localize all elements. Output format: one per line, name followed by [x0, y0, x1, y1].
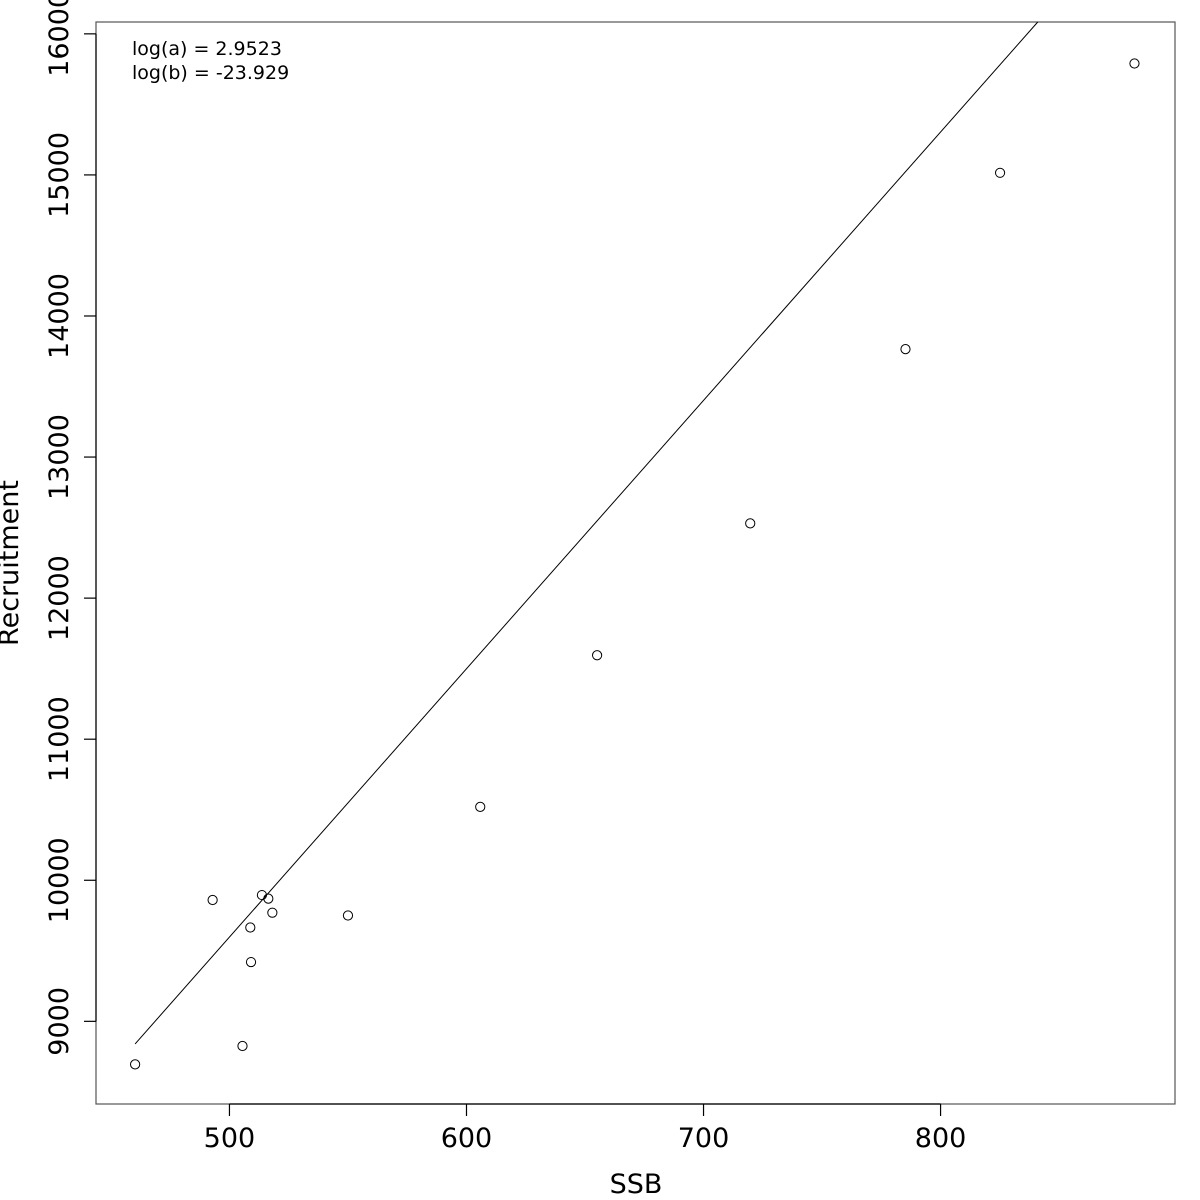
x-tick-label: 600 [441, 1123, 493, 1154]
data-point [900, 344, 911, 355]
data-point [1129, 58, 1140, 69]
y-tick-label: 12000 [44, 555, 75, 641]
data-point [245, 922, 256, 933]
data-point [994, 167, 1006, 178]
y-tick-label: 9000 [44, 987, 75, 1056]
x-tick-label: 500 [204, 1123, 256, 1154]
points-layer [130, 58, 1140, 1070]
annotation-log-b: log(b) = -23.929 [132, 62, 289, 84]
y-tick-label: 15000 [44, 132, 75, 218]
y-tick-label: 16000 [44, 0, 75, 77]
data-point [342, 910, 354, 921]
y-tick-label: 10000 [44, 837, 75, 923]
y-tick-label: 11000 [44, 696, 75, 782]
data-point [591, 650, 603, 661]
y-tick-label: 14000 [44, 273, 75, 359]
x-tick-label: 800 [915, 1123, 967, 1154]
x-axis-label: SSB [610, 1169, 663, 1200]
plot-frame [95, 21, 1176, 1105]
fit-line [134, 21, 1039, 1045]
data-point [245, 956, 257, 968]
fit-line-layer [134, 21, 1039, 1045]
y-ticks: 9000 10000 11000 12000 13000 14000 15000 16000 [44, 0, 96, 1056]
data-point [256, 889, 268, 901]
data-point [267, 907, 278, 918]
data-point [745, 518, 756, 529]
annotation-log-a: log(a) = 2.9523 [132, 38, 282, 60]
x-tick-label: 700 [678, 1123, 730, 1154]
y-axis-label: Recruitment [0, 480, 25, 646]
data-point [207, 894, 218, 906]
data-point [263, 893, 274, 904]
data-point [475, 801, 486, 813]
data-point [130, 1059, 141, 1070]
data-point [237, 1040, 248, 1052]
x-ticks: 500 600 700 800 [204, 1104, 967, 1154]
y-tick-label: 13000 [44, 414, 75, 500]
